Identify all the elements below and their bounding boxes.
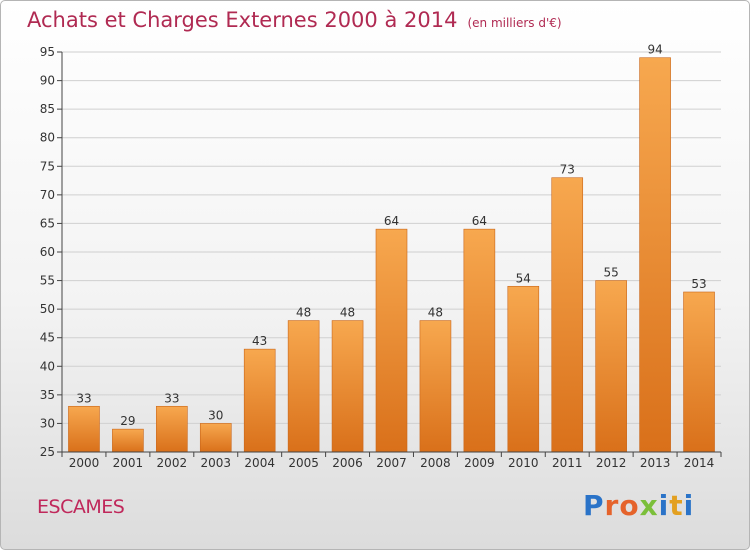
data-label: 64 (384, 214, 399, 228)
y-tick-label: 80 (40, 131, 55, 145)
data-label: 43 (252, 334, 267, 348)
bar-2007 (375, 228, 408, 453)
commune-name: ESCAMES (37, 496, 125, 518)
chart-unit: (en milliers d'€) (467, 16, 562, 30)
bar-2002 (156, 405, 188, 453)
bar-2010 (507, 285, 540, 453)
bar-2012 (595, 280, 627, 453)
bar-2005 (287, 320, 320, 453)
x-tick-label: 2010 (508, 456, 539, 470)
data-label: 94 (647, 43, 662, 57)
x-tick-label: 2005 (288, 456, 319, 470)
bar-2000 (68, 405, 100, 453)
y-tick-label: 90 (40, 74, 55, 88)
x-tick-label: 2003 (200, 456, 231, 470)
x-tick-label: 2000 (69, 456, 100, 470)
bar-2014 (683, 291, 715, 453)
x-tick-label: 2014 (684, 456, 715, 470)
x-tick-label: 2011 (552, 456, 583, 470)
data-label: 73 (560, 163, 575, 177)
y-tick-label: 95 (40, 45, 55, 59)
bar-2006 (331, 320, 364, 453)
y-tick-label: 45 (40, 331, 55, 345)
data-label: 33 (76, 391, 91, 405)
bar-2011 (551, 177, 584, 453)
data-label: 48 (296, 306, 311, 320)
y-tick-label: 70 (40, 188, 55, 202)
data-label: 29 (120, 414, 135, 428)
y-tick-label: 50 (40, 302, 55, 316)
bar-2003 (199, 423, 232, 453)
bar-2008 (419, 320, 452, 453)
y-tick-label: 85 (40, 102, 55, 116)
bar-2001 (112, 428, 144, 453)
x-tick-label: 2012 (596, 456, 627, 470)
y-tick-label: 25 (40, 445, 55, 459)
y-tick-label: 30 (40, 416, 55, 430)
x-tick-label: 2009 (464, 456, 495, 470)
data-label: 64 (472, 214, 487, 228)
y-tick-label: 35 (40, 388, 55, 402)
bar-2004 (243, 348, 276, 453)
proxiti-logo: Proxiti (583, 489, 695, 522)
x-tick-label: 2006 (332, 456, 363, 470)
data-label: 30 (208, 408, 223, 422)
y-tick-label: 75 (40, 159, 55, 173)
x-tick-label: 2013 (640, 456, 671, 470)
chart-title: Achats et Charges Externes 2000 à 2014 (27, 8, 458, 32)
bar-2009 (463, 228, 496, 453)
axes (57, 51, 722, 457)
data-label: 33 (164, 391, 179, 405)
x-tick-label: 2008 (420, 456, 451, 470)
y-tick-label: 65 (40, 216, 55, 230)
x-tick-label: 2007 (376, 456, 407, 470)
x-tick-label: 2002 (157, 456, 188, 470)
x-tick-label: 2001 (113, 456, 144, 470)
bar-2013 (639, 57, 671, 453)
y-tick-label: 55 (40, 274, 55, 288)
y-tick-label: 60 (40, 245, 55, 259)
data-label: 54 (516, 271, 531, 285)
x-tick-label: 2004 (244, 456, 275, 470)
data-label: 55 (604, 266, 619, 280)
bars (68, 57, 715, 453)
y-tick-label: 40 (40, 359, 55, 373)
data-label: 53 (691, 277, 706, 291)
labels: 25 30 35 40 45 50 55 60 65 70 75 80 85 90 95 33 2000 29 20… (40, 43, 715, 470)
chart-title-block: Achats et Charges Externes 2000 à 2014 (e… (27, 8, 562, 32)
data-label: 48 (340, 306, 355, 320)
data-label: 48 (428, 306, 443, 320)
